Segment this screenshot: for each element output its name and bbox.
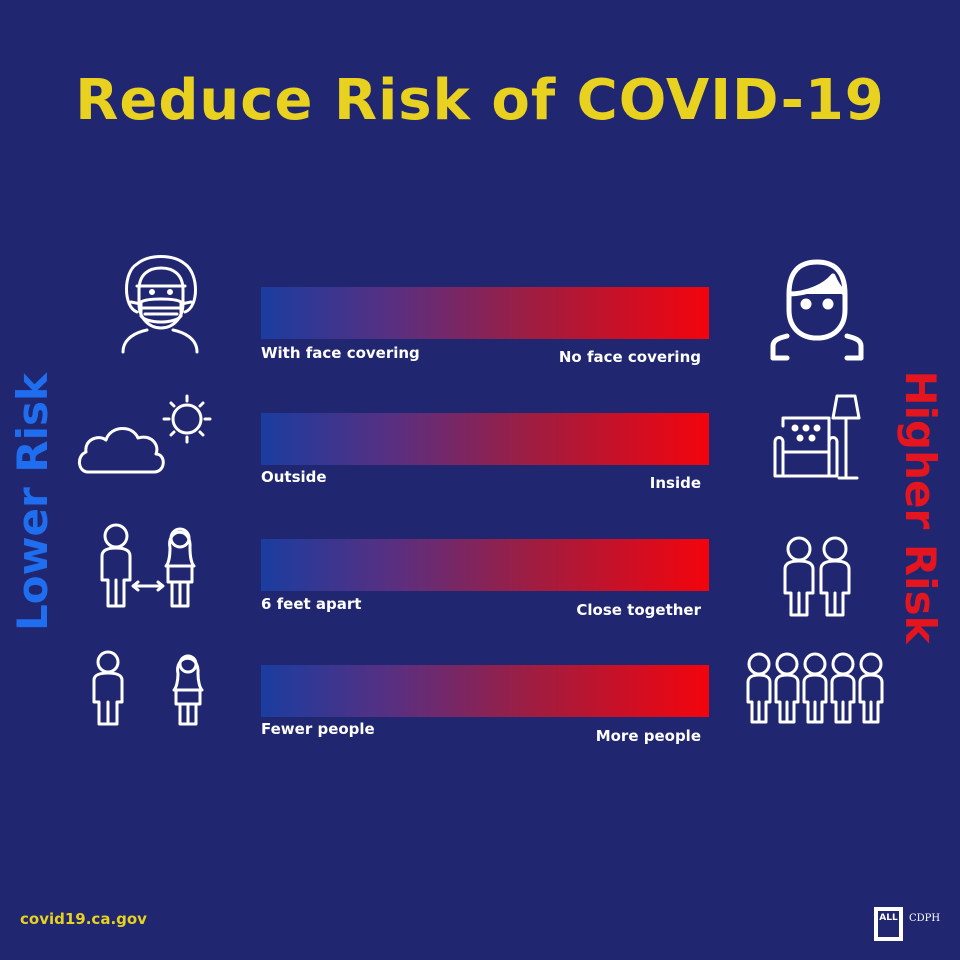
row-left-label: Outside: [261, 468, 327, 486]
two-people-together-icon: [779, 533, 859, 619]
row-right-label: Close together: [576, 601, 701, 619]
risk-gradient-bar-crowd: [261, 665, 709, 717]
risk-gradient-bar-distance: [261, 539, 709, 591]
row-left-label: With face covering: [261, 344, 420, 362]
two-people-apart-icon: [96, 520, 204, 610]
all-logo: ALL: [874, 907, 903, 941]
cdph-logo: CDPH: [909, 913, 941, 924]
row-right-label: More people: [595, 727, 701, 745]
page-title: Reduce Risk of COVID-19: [75, 68, 885, 133]
all-logo-text: ALL: [878, 911, 899, 937]
row-left-label: 6 feet apart: [261, 595, 362, 613]
footer-url-link[interactable]: covid19.ca.gov: [20, 910, 147, 928]
masked-person-icon: [115, 252, 205, 354]
crowd-icon: [745, 650, 887, 726]
row-left-label: Fewer people: [261, 720, 375, 738]
two-people-icon: [90, 648, 210, 728]
higher-risk-label: Higher Risk: [896, 370, 945, 644]
unmasked-person-icon: [767, 254, 867, 362]
armchair-lamp-icon: [771, 392, 863, 484]
risk-gradient-bar-location: [261, 413, 709, 465]
risk-gradient-bar-mask: [261, 287, 709, 339]
row-right-label: No face covering: [558, 348, 701, 366]
cloud-sun-icon: [74, 392, 224, 476]
lower-risk-label: Lower Risk: [8, 373, 57, 631]
row-right-label: Inside: [649, 474, 701, 492]
